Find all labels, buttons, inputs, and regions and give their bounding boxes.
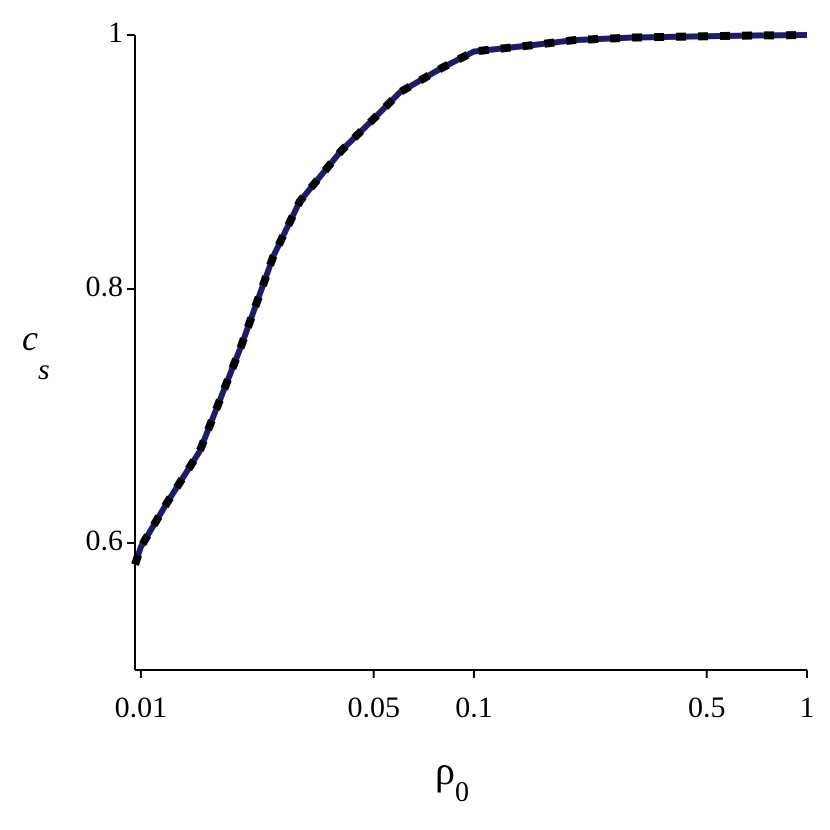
y-tick-label: 0.8 (86, 270, 124, 303)
y-label-main: c (22, 318, 38, 358)
x-label-main: ρ (435, 748, 455, 793)
x-tick-label: 0.05 (347, 691, 400, 724)
x-tick-label: 0.01 (115, 691, 168, 724)
x-tick-label: 0.5 (688, 691, 726, 724)
x-label-sub: 0 (455, 777, 469, 808)
solid-line (132, 32, 808, 566)
y-label-sub: s (38, 353, 50, 386)
y-axis-label: cs (22, 318, 50, 386)
x-axis-label: ρ0 (435, 748, 469, 808)
x-tick-label: 1 (800, 691, 815, 724)
y-tick-label: 1 (108, 16, 123, 49)
x-tick-label: 0.1 (455, 691, 493, 724)
dashed-line (131, 31, 808, 566)
y-tick-label: 0.6 (86, 524, 124, 557)
